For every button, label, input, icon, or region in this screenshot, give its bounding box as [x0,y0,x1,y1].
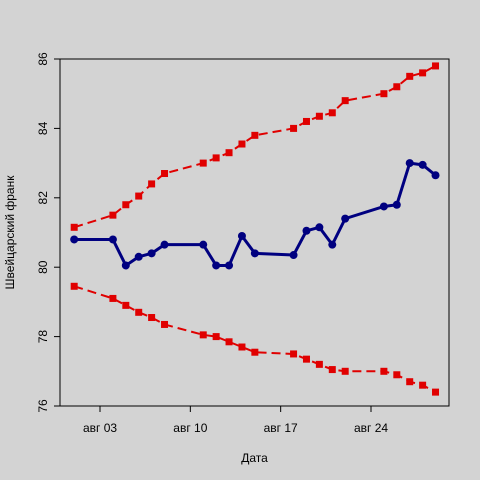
series-point-0 [160,240,169,249]
series-point-1 [341,97,349,105]
series-point-0 [341,214,350,223]
y-tick-label: 86 [36,52,50,66]
series-point-0 [328,240,337,249]
x-tick-label: авг 10 [173,421,207,435]
series-point-0 [108,235,117,244]
series-point-1 [212,154,220,162]
series-point-2 [302,355,310,363]
series-point-2 [380,367,388,375]
series-point-0 [431,171,440,180]
series-point-0 [134,252,143,261]
series-point-1 [70,223,78,231]
series-point-2 [290,350,298,358]
series-point-1 [393,83,401,91]
series-point-0 [405,159,414,168]
y-tick-label: 84 [36,121,50,135]
series-point-2 [122,301,130,309]
series-point-2 [393,371,401,379]
series-point-0 [237,231,246,240]
series-point-1 [225,149,233,157]
series-point-1 [406,72,414,80]
series-point-1 [199,159,207,167]
series-point-2 [225,338,233,346]
y-tick-label: 76 [36,399,50,413]
series-point-2 [432,388,440,396]
y-tick-label: 82 [36,191,50,205]
series-point-0 [70,235,79,244]
series-point-2 [238,343,246,351]
y-tick-label: 78 [36,330,50,344]
series-point-0 [418,160,427,169]
series-line-1 [73,65,436,229]
series-point-1 [148,180,156,188]
series-point-2 [70,282,78,290]
series-point-1 [109,211,117,219]
series-layer [70,62,440,396]
plot-frame [59,58,450,407]
series-point-2 [419,381,427,389]
series-point-1 [290,124,298,132]
series-point-0 [121,261,130,270]
x-tick-label: авг 24 [354,421,388,435]
series-point-2 [161,320,169,328]
series-point-2 [315,360,323,368]
series-point-2 [135,308,143,316]
y-tick-label: 80 [36,260,50,274]
series-point-1 [135,192,143,200]
series-point-2 [328,366,336,374]
series-point-1 [161,170,169,178]
series-point-1 [238,140,246,148]
series-point-0 [379,202,388,211]
series-point-0 [250,249,259,258]
series-point-2 [251,348,259,356]
series-point-1 [432,62,440,70]
series-point-2 [341,367,349,375]
series-point-0 [289,251,298,260]
series-point-2 [109,294,117,302]
series-line-2 [73,285,436,394]
series-point-1 [419,69,427,77]
series-point-1 [302,117,310,125]
x-tick-label: авг 17 [264,421,298,435]
x-tick-label: авг 03 [83,421,117,435]
series-point-0 [302,226,311,235]
series-point-1 [328,109,336,117]
y-axis-label: Швейцарский франк [3,175,17,290]
series-point-2 [148,314,156,322]
x-axis-label: Дата [241,451,268,465]
series-point-0 [199,240,208,249]
series-point-0 [225,261,234,270]
series-point-0 [392,200,401,209]
series-point-2 [406,378,414,386]
series-point-1 [315,112,323,120]
series-point-2 [199,331,207,339]
series-point-1 [380,90,388,98]
series-point-0 [147,249,156,258]
x-axis: авг 03 авг 10 авг 17 авг 24 [83,406,388,435]
series-point-1 [122,201,130,209]
series-point-2 [212,333,220,341]
series-point-0 [212,261,221,270]
y-axis: 76 78 80 82 84 86 [36,52,60,413]
series-point-0 [315,223,324,232]
series-point-1 [251,131,259,139]
